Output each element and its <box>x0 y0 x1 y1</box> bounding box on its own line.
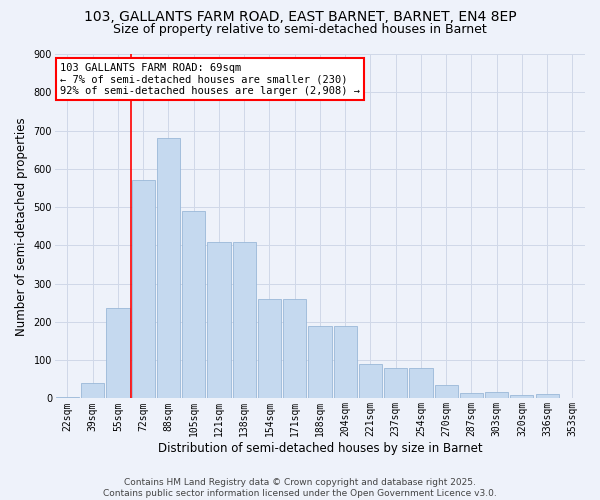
Bar <box>258 299 281 398</box>
Bar <box>334 326 357 398</box>
Text: Contains HM Land Registry data © Crown copyright and database right 2025.
Contai: Contains HM Land Registry data © Crown c… <box>103 478 497 498</box>
Bar <box>106 308 130 398</box>
Bar <box>485 392 508 398</box>
Bar <box>233 242 256 398</box>
Text: 103, GALLANTS FARM ROAD, EAST BARNET, BARNET, EN4 8EP: 103, GALLANTS FARM ROAD, EAST BARNET, BA… <box>83 10 517 24</box>
Bar <box>283 299 306 398</box>
Bar <box>536 394 559 398</box>
Bar <box>460 392 483 398</box>
Bar <box>208 242 230 398</box>
Bar <box>157 138 180 398</box>
Bar <box>182 211 205 398</box>
Bar <box>359 364 382 398</box>
Bar <box>56 396 79 398</box>
Bar <box>510 396 533 398</box>
Y-axis label: Number of semi-detached properties: Number of semi-detached properties <box>15 117 28 336</box>
Bar <box>384 368 407 398</box>
Text: 103 GALLANTS FARM ROAD: 69sqm
← 7% of semi-detached houses are smaller (230)
92%: 103 GALLANTS FARM ROAD: 69sqm ← 7% of se… <box>60 62 360 96</box>
Bar <box>434 385 458 398</box>
X-axis label: Distribution of semi-detached houses by size in Barnet: Distribution of semi-detached houses by … <box>158 442 482 455</box>
Bar <box>81 383 104 398</box>
Text: Size of property relative to semi-detached houses in Barnet: Size of property relative to semi-detach… <box>113 22 487 36</box>
Bar <box>409 368 433 398</box>
Bar <box>308 326 332 398</box>
Bar <box>131 180 155 398</box>
